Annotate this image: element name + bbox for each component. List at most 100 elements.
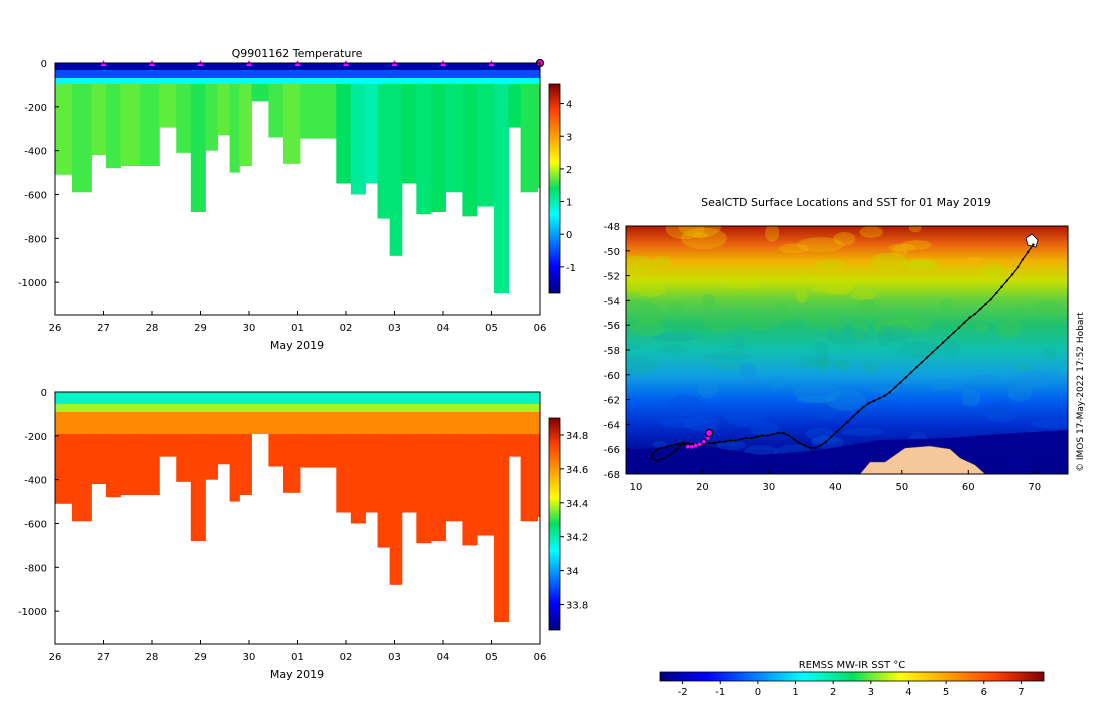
sst-colorbar-tick-label: 5: [943, 687, 949, 698]
sst-texture-blob: [1013, 362, 1029, 372]
sst-texture-blob: [774, 302, 789, 324]
temp-column-surface: [55, 63, 73, 70]
temp-column-mixed: [251, 70, 269, 78]
sal-column-deep: [493, 434, 509, 623]
temp-column-deep: [251, 84, 269, 102]
temp-column-thermocline: [445, 78, 463, 84]
sst-texture-blob: [939, 340, 960, 357]
temp-column-thermocline: [176, 78, 192, 84]
sal-column-surface: [229, 392, 240, 404]
temp-column-mixed: [159, 70, 177, 78]
temp-column-mixed: [336, 70, 352, 78]
seal-track-point: [777, 431, 780, 435]
sal-column-upper: [71, 412, 92, 434]
temp-column-surface: [176, 63, 192, 70]
sal-column-surface: [476, 392, 495, 404]
sal-x-tick-label: 02: [340, 652, 353, 663]
sst-texture-blob: [932, 378, 954, 391]
seal-track-point: [909, 371, 913, 374]
seal-track-point: [835, 430, 838, 434]
sal-colorbar-tick-label: 34: [566, 567, 579, 578]
sst-texture-blob: [626, 299, 652, 307]
temp-column-thermocline: [389, 78, 403, 84]
temp-column-deep: [336, 84, 352, 184]
sst-texture-blob: [702, 314, 740, 333]
temp-column-surface: [377, 63, 391, 70]
seal-track-point: [668, 454, 671, 457]
sst-texture-blob: [723, 280, 763, 289]
sst-field: [626, 226, 1068, 474]
temp-column-mixed: [401, 70, 417, 78]
sst-texture-blob: [717, 350, 750, 361]
sal-column-halocline: [401, 404, 417, 412]
sal-column-upper: [476, 412, 495, 434]
sst-texture-blob: [811, 283, 852, 294]
sal-column-upper: [389, 412, 403, 434]
temp-column-surface: [205, 63, 218, 70]
sal-column-surface: [537, 392, 541, 404]
sal-column-deep: [159, 434, 177, 457]
temp-column-deep: [350, 84, 366, 195]
temp-column-deep: [205, 84, 218, 151]
sst-texture-blob: [961, 389, 981, 407]
temp-column-mixed: [520, 70, 539, 78]
sal-column-halocline: [365, 404, 379, 412]
sal-column-deep: [537, 434, 541, 517]
sal-column-deep: [314, 434, 337, 468]
sst-texture-blob: [973, 323, 989, 333]
temp-column-mixed: [416, 70, 432, 78]
seal-track-point: [661, 457, 664, 461]
temp-column-surface: [401, 63, 417, 70]
sst-texture-blob: [1008, 306, 1030, 317]
sal-column-surface: [508, 392, 522, 404]
temp-column-mixed: [190, 70, 206, 78]
sal-column-halocline: [377, 404, 391, 412]
sal-column-upper: [217, 412, 231, 434]
sal-column-upper: [239, 412, 252, 434]
sal-column-upper: [105, 412, 121, 434]
sal-column-deep: [268, 434, 284, 467]
map-x-tick-label: 40: [829, 482, 842, 493]
sst-colorbar: [659, 671, 1045, 682]
temp-column-deep: [508, 84, 522, 128]
sst-texture-blob: [778, 243, 810, 254]
temp-column-deep: [176, 84, 192, 153]
temp-column-surface: [120, 63, 141, 70]
map-y-ticks: -48 -50 -52 -54 -56 -58 -60 -62 -64 -66 -68: [604, 222, 630, 481]
map-y-tick-label: -50: [604, 247, 620, 258]
sal-column-upper: [445, 412, 463, 434]
temp-column-mixed: [205, 70, 218, 78]
sst-texture: [626, 226, 1068, 474]
seal-track-point: [674, 449, 678, 452]
sst-colorbar-tick-label: -2: [678, 687, 688, 698]
sst-texture-blob: [810, 436, 839, 444]
sst-colorbar-tick-label: 0: [755, 687, 761, 698]
temp-column-mixed: [268, 70, 284, 78]
sal-column-upper: [493, 412, 509, 434]
temp-column-deep: [105, 84, 121, 169]
sst-texture-blob: [825, 389, 867, 411]
seal-track-point: [888, 390, 892, 394]
sal-column-deep: [445, 434, 463, 522]
temp-column-thermocline: [299, 78, 315, 84]
seal-track-point: [654, 459, 658, 462]
map-title: SealCTD Surface Locations and SST for 01…: [701, 196, 991, 209]
temp-column-surface: [217, 63, 231, 70]
temp-column-deep: [377, 84, 391, 219]
sst-texture-blob: [984, 401, 1018, 423]
sst-texture-blob: [875, 318, 898, 338]
sst-texture-blob: [667, 301, 684, 314]
sst-texture-blob: [888, 317, 904, 326]
sal-column-surface: [462, 392, 478, 404]
temp-colorbar-tick-label: 2: [566, 165, 572, 176]
temp-column-thermocline: [71, 78, 92, 84]
sst-colorbar-tick-label: 3: [868, 687, 874, 698]
temp-column-surface: [299, 63, 315, 70]
temp-column-mixed: [430, 70, 446, 78]
temp-column-thermocline: [268, 78, 284, 84]
sst-texture-blob: [660, 403, 704, 410]
temp-column-surface: [239, 63, 252, 70]
seal-track-point: [1005, 279, 1009, 282]
sst-texture-blob: [1007, 383, 1033, 402]
seal-track-point: [682, 443, 686, 446]
